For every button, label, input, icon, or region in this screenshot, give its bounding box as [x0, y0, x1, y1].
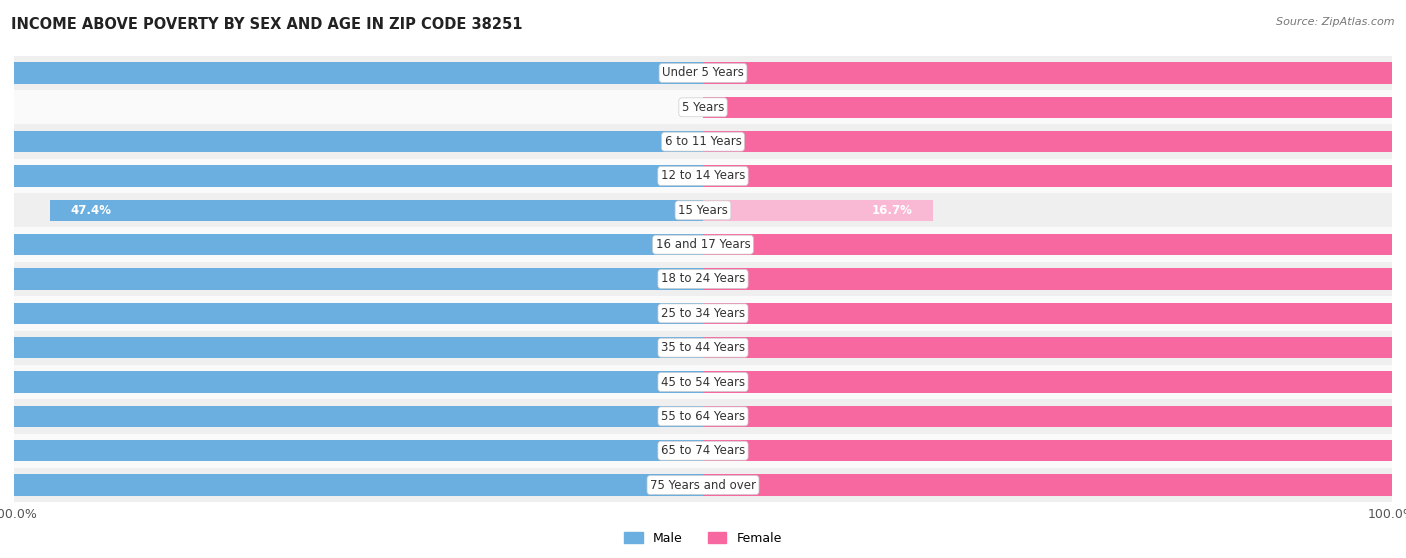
Text: 75 Years and over: 75 Years and over	[650, 479, 756, 492]
Text: 16 and 17 Years: 16 and 17 Years	[655, 238, 751, 251]
Text: 55 to 64 Years: 55 to 64 Years	[661, 410, 745, 423]
Bar	[14, 228, 1392, 262]
Text: Source: ZipAtlas.com: Source: ZipAtlas.com	[1277, 17, 1395, 27]
Bar	[14, 434, 1392, 468]
Text: INCOME ABOVE POVERTY BY SEX AND AGE IN ZIP CODE 38251: INCOME ABOVE POVERTY BY SEX AND AGE IN Z…	[11, 17, 523, 32]
Bar	[0, 474, 703, 496]
Text: 35 to 44 Years: 35 to 44 Years	[661, 341, 745, 354]
Bar	[0, 165, 703, 186]
Bar	[703, 165, 1406, 186]
Bar	[703, 302, 1406, 324]
Bar	[14, 159, 1392, 193]
Bar	[703, 268, 1406, 290]
Bar	[14, 330, 1392, 365]
Bar	[14, 468, 1392, 502]
Bar	[703, 337, 1406, 358]
Bar	[0, 337, 703, 358]
Bar	[14, 262, 1392, 296]
Bar	[0, 131, 703, 152]
Bar	[703, 234, 1406, 256]
Bar	[703, 406, 1406, 427]
Bar	[0, 440, 703, 461]
Bar	[703, 440, 1406, 461]
Bar	[703, 97, 1406, 118]
Bar	[0, 268, 703, 290]
Bar	[703, 474, 1406, 496]
Bar	[0, 234, 703, 256]
Bar	[0, 406, 703, 427]
Bar	[703, 62, 1406, 84]
Bar	[0, 302, 703, 324]
Bar	[0, 372, 703, 393]
Text: 5 Years: 5 Years	[682, 101, 724, 114]
Text: 15 Years: 15 Years	[678, 204, 728, 217]
Text: 65 to 74 Years: 65 to 74 Years	[661, 444, 745, 457]
Bar	[14, 124, 1392, 159]
Bar	[703, 131, 1406, 152]
Text: 6 to 11 Years: 6 to 11 Years	[665, 135, 741, 148]
Bar	[14, 90, 1392, 124]
Bar	[0, 62, 703, 84]
Bar	[14, 56, 1392, 90]
Text: 12 to 14 Years: 12 to 14 Years	[661, 170, 745, 182]
Bar	[14, 296, 1392, 330]
Bar	[14, 399, 1392, 434]
Text: Under 5 Years: Under 5 Years	[662, 66, 744, 79]
Bar	[703, 200, 934, 221]
Bar	[14, 193, 1392, 228]
Legend: Male, Female: Male, Female	[619, 527, 787, 550]
Text: 18 to 24 Years: 18 to 24 Years	[661, 272, 745, 286]
Bar	[49, 200, 703, 221]
Bar	[703, 372, 1406, 393]
Text: 25 to 34 Years: 25 to 34 Years	[661, 307, 745, 320]
Text: 45 to 54 Years: 45 to 54 Years	[661, 376, 745, 388]
Bar	[14, 365, 1392, 399]
Text: 16.7%: 16.7%	[872, 204, 912, 217]
Text: 47.4%: 47.4%	[70, 204, 111, 217]
